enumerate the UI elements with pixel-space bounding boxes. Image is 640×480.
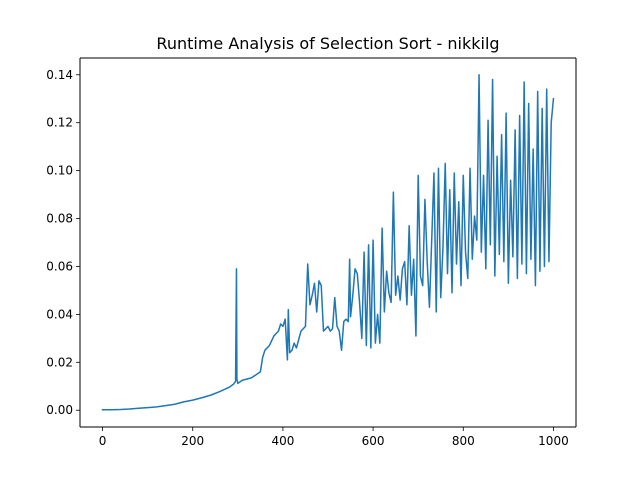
- series-line-0: [101, 74, 555, 411]
- x-tick-label: 800: [452, 434, 475, 448]
- plot-area-background: [80, 58, 576, 427]
- x-axis-ticks: 0 200 400 600 800 1000: [99, 427, 569, 448]
- x-tick-label: 1000: [538, 434, 569, 448]
- y-tick-label: 0.10: [46, 164, 73, 178]
- y-axis-ticks: 0.00 0.02 0.04 0.06 0.08 0.10 0.12 0.14: [46, 68, 80, 417]
- y-tick-label: 0.02: [46, 355, 73, 369]
- y-tick-label: 0.14: [46, 68, 73, 82]
- y-tick-label: 0.08: [46, 212, 73, 226]
- y-tick-label: 0.00: [46, 403, 73, 417]
- y-tick-label: 0.12: [46, 116, 73, 130]
- chart-title: Runtime Analysis of Selection Sort - nik…: [156, 34, 499, 53]
- plot-content: [101, 74, 555, 411]
- x-tick-label: 600: [362, 434, 385, 448]
- x-tick-label: 200: [181, 434, 204, 448]
- x-tick-label: 0: [99, 434, 107, 448]
- y-tick-label: 0.06: [46, 259, 73, 273]
- y-tick-label: 0.04: [46, 307, 73, 321]
- axes-frame: [79, 57, 577, 428]
- x-tick-label: 400: [271, 434, 294, 448]
